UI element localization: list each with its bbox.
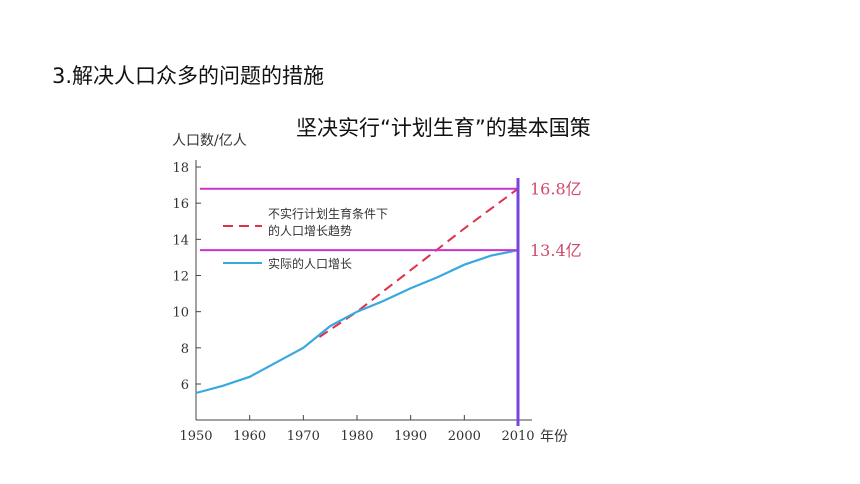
x-tick-label: 1960 [233, 429, 266, 444]
x-tick-label: 1990 [394, 429, 427, 444]
y-tick-label: 12 [172, 270, 189, 285]
annotation-label: 16.8亿 [530, 180, 582, 199]
series-line-actual [195, 249, 519, 395]
x-tick-label: 2010 [501, 429, 534, 444]
y-tick-label: 8 [181, 342, 189, 357]
series-line-projected [318, 187, 519, 338]
x-tick-label: 1950 [179, 429, 212, 444]
x-tick-label: 1970 [287, 429, 320, 444]
x-tick-label: 2000 [448, 429, 481, 444]
annotations: 16.8亿 13.4亿 [200, 178, 582, 426]
x-axis-label: 年份 [540, 429, 568, 445]
axes [195, 160, 532, 421]
annotation-label: 13.4亿 [530, 241, 582, 260]
legend-label: 的人口增长趋势 [268, 223, 352, 238]
series-layer [195, 187, 519, 395]
y-tick-label: 6 [181, 378, 189, 393]
y-axis-label: 人口数/亿人 [172, 133, 247, 149]
y-tick-label: 14 [172, 233, 189, 248]
x-tick-label: 1980 [340, 429, 373, 444]
chart-title: 坚决实行“计划生育”的基本国策 [296, 116, 591, 140]
legend-label: 不实行计划生育条件下 [268, 206, 388, 221]
y-tick-label: 16 [172, 197, 189, 212]
legend-label: 实际的人口增长 [268, 256, 352, 271]
y-tick-label: 10 [172, 306, 189, 321]
ticks: 1950 1960 1970 1980 1990 2000 2010 6 8 10 12 14 16 18 [172, 161, 534, 444]
y-tick-label: 18 [172, 161, 189, 176]
section-heading: 3.解决人口众多的问题的措施 [52, 64, 325, 88]
